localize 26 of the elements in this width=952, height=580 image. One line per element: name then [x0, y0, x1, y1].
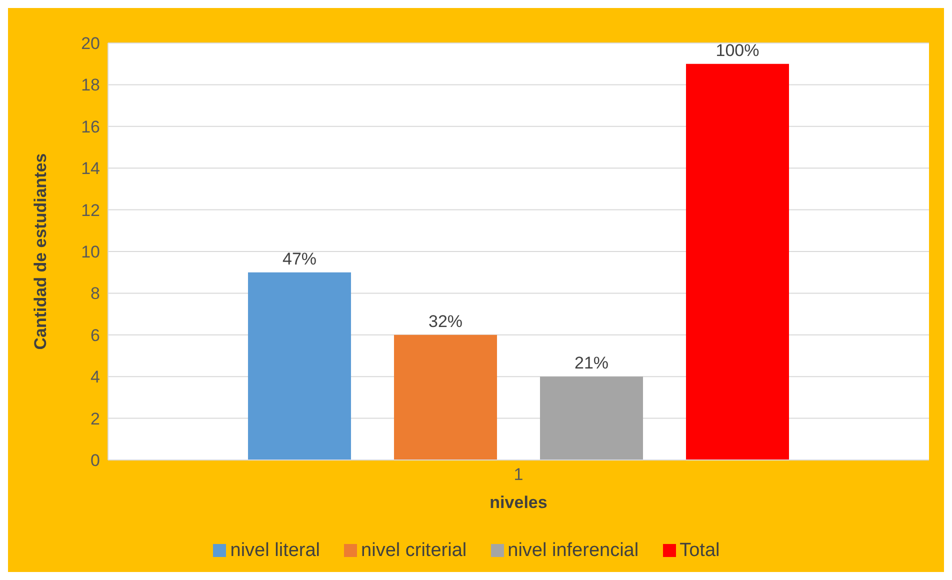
bar — [686, 64, 789, 460]
x-tick-label: 1 — [514, 465, 524, 484]
annotation: 32% — [428, 312, 463, 331]
legend-label: nivel literal — [230, 540, 320, 561]
legend-label: Total — [680, 540, 720, 561]
y-tick-label: 0 — [90, 451, 100, 470]
bar — [248, 272, 351, 460]
y-tick-label: 6 — [90, 326, 100, 345]
y-tick-label: 18 — [81, 76, 100, 95]
bar — [394, 334, 497, 460]
y-tick-label: 16 — [81, 117, 100, 136]
y-tick-label: 14 — [81, 159, 100, 178]
y-tick-label: 8 — [90, 284, 100, 304]
y-tick-label: 4 — [90, 368, 100, 387]
legend-label: nivel criterial — [361, 540, 467, 561]
bar — [540, 376, 643, 460]
legend-label: nivel inferencial — [508, 540, 639, 561]
y-tick-label: 20 — [81, 34, 100, 54]
y-tick-label: 12 — [81, 200, 100, 220]
x-axis-title: niveles — [490, 493, 548, 512]
y-tick-label: 2 — [90, 409, 100, 428]
annotation: 47% — [282, 249, 317, 268]
y-axis-title: Cantidad de estudiantes — [31, 153, 50, 350]
annotation: 100% — [716, 40, 760, 60]
y-tick-label: 10 — [81, 242, 100, 262]
annotation: 21% — [574, 354, 609, 373]
